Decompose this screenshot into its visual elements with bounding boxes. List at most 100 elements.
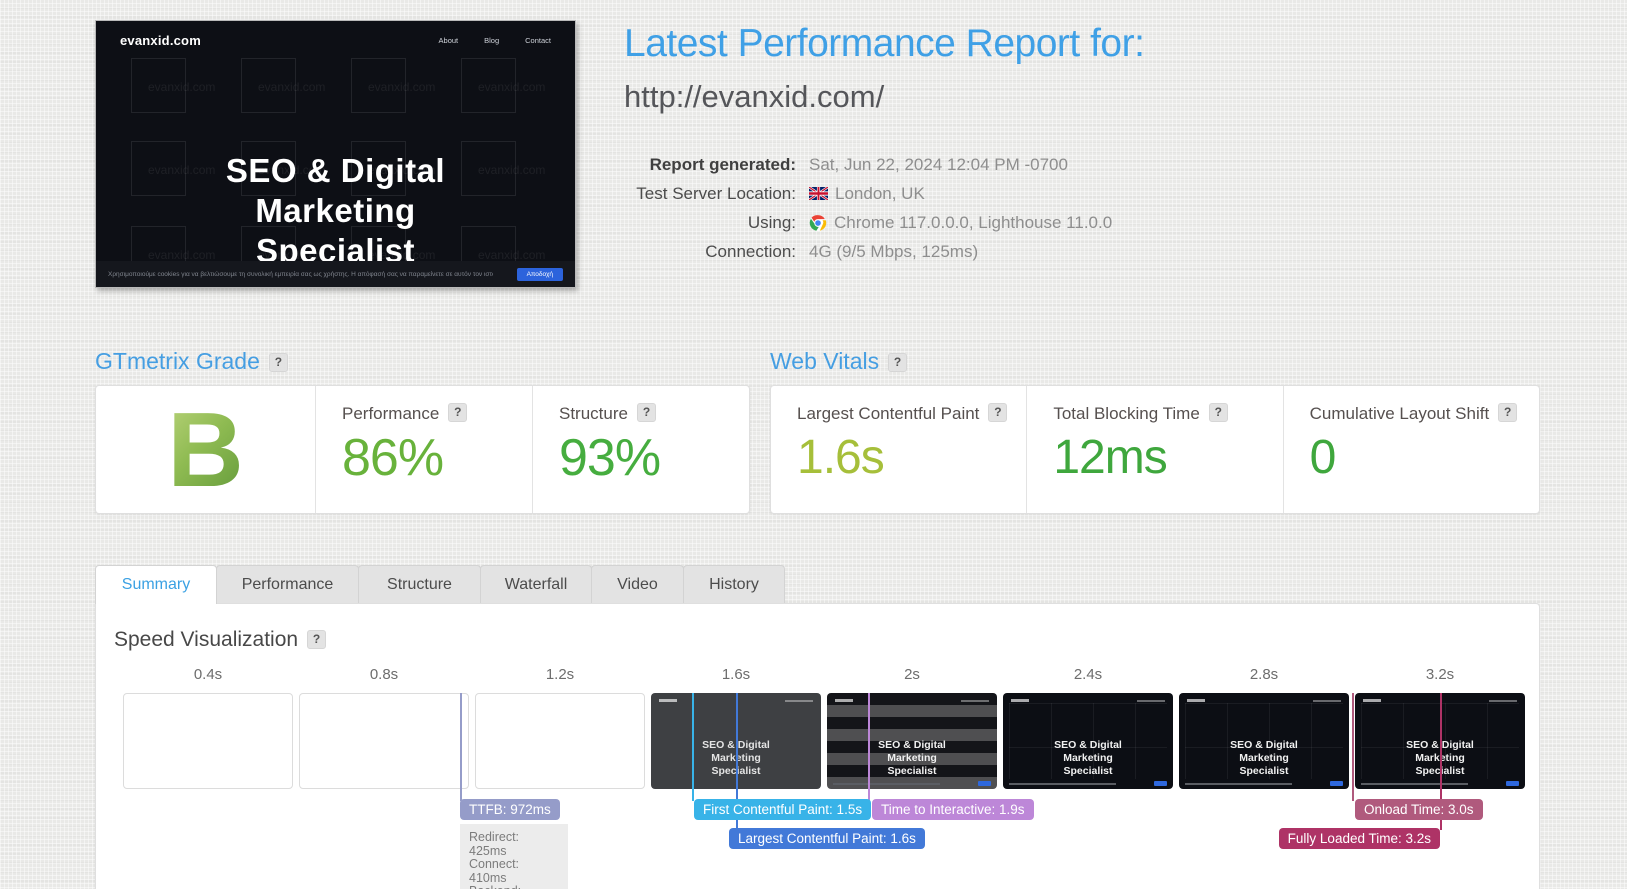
ttfb-marker-line [460,693,462,801]
tbt-value: 12ms [1053,431,1167,484]
watermark: evanxid.com [351,58,435,113]
lcp-badge: Largest Contentful Paint: 1.6s [729,828,925,849]
help-icon[interactable]: ? [448,403,468,422]
uk-flag-icon [809,187,828,200]
mini-cookie-bar [833,781,991,786]
report-generated-value: Sat, Jun 22, 2024 12:04 PM -0700 [809,154,1068,174]
tab-performance[interactable]: Performance [216,565,359,603]
ttfb-breakdown: Redirect: 425ms Connect: 410ms Backend: … [460,824,568,889]
tab-video[interactable]: Video [591,565,684,603]
preview-site-logo: evanxid.com [120,33,201,48]
time-tick: 2.8s [1249,666,1279,683]
performance-value: 86% [342,429,444,487]
time-tick: 1.2s [545,666,575,683]
filmstrip-frame-6: SEO & Digital Marketing Specialist [1003,693,1173,789]
lcp-label: Largest Contentful Paint? [797,403,1026,424]
mini-cookie-bar [1185,781,1343,786]
preview-nav-blog: Blog [484,36,500,45]
watermark: evanxid.com [131,58,215,113]
fully-loaded-marker-line [1440,693,1442,830]
filmstrip-frame-2 [299,693,469,789]
tti-badge: Time to Interactive: 1.9s [872,799,1034,820]
cls-value: 0 [1309,431,1337,484]
server-location-label: Test Server Location: [636,183,796,203]
report-info: Report generated: Sat, Jun 22, 2024 12:0… [624,150,1184,266]
mini-site-header [1011,699,1165,702]
mini-site-header [835,699,989,702]
structure-label: Structure? [559,403,749,424]
tbt-label: Total Blocking Time? [1053,403,1282,424]
tab-structure[interactable]: Structure [358,565,481,603]
preview-cookie-bar: Χρησιμοποιούμε cookies για να βελτιώσουμ… [96,261,575,287]
preview-nav-about: About [438,36,459,45]
onload-marker-line [1352,693,1354,801]
performance-metric: Performance? 86% [315,386,532,513]
fcp-marker-line [692,693,694,801]
help-icon[interactable]: ? [1208,403,1228,422]
connection-value: 4G (9/5 Mbps, 125ms) [809,241,979,261]
ttfb-connect: Connect: 410ms [469,857,520,885]
mini-site-header [1363,699,1517,702]
time-tick: 1.6s [721,666,751,683]
preview-nav-contact: Contact [525,36,551,45]
filmstrip-frame-1 [123,693,293,789]
time-tick: 2.4s [1073,666,1103,683]
report-generated-label: Report generated: [649,154,796,174]
server-location-value: London, UK [809,184,925,204]
fcp-badge: First Contentful Paint: 1.5s [694,799,872,820]
chrome-icon [809,214,827,231]
report-url: http://evanxid.com/ [624,79,885,114]
help-icon[interactable]: ? [1498,403,1518,422]
site-screenshot-preview: evanxid.com About Blog Contact evanxid.c… [95,20,576,288]
grade-letter-cell: B [96,386,315,513]
browser-row: Using: Chrome 117.0.0.0, Lighthouse 11.0… [624,208,1184,237]
mini-cookie-bar [1009,781,1167,786]
web-vitals-card: Largest Contentful Paint? 1.6s Total Blo… [770,385,1540,514]
preview-cookie-text: Χρησιμοποιούμε cookies για να βελτιώσουμ… [108,270,493,278]
tti-marker-line [868,693,870,801]
page-title: Latest Performance Report for: [624,22,1145,65]
watermark: evanxid.com [131,141,215,196]
help-icon[interactable]: ? [636,403,656,422]
watermark: evanxid.com [461,141,545,196]
time-tick: 3.2s [1425,666,1455,683]
browser-value: Chrome 117.0.0.0, Lighthouse 11.0.0 [809,213,1112,233]
tbt-metric: Total Blocking Time? 12ms [1026,386,1282,513]
cls-label: Cumulative Layout Shift? [1310,403,1539,424]
preview-site-header: evanxid.com About Blog Contact [120,33,551,48]
filmstrip-frame-5: SEO & Digital Marketing Specialist [827,693,997,789]
help-icon[interactable]: ? [268,353,288,372]
server-location-row: Test Server Location: London, UK [624,179,1184,208]
tab-summary[interactable]: Summary [95,565,217,604]
browser-label: Using: [747,212,796,232]
help-icon[interactable]: ? [888,353,908,372]
watermark: evanxid.com [461,58,545,113]
gtmetrix-grade-card: B Performance? 86% Structure? 93% [95,385,750,514]
filmstrip-frame-7: SEO & Digital Marketing Specialist [1179,693,1349,789]
time-tick: 0.4s [193,666,223,683]
report-generated-row: Report generated: Sat, Jun 22, 2024 12:0… [624,150,1184,179]
performance-label: Performance? [342,403,532,424]
onload-badge: Onload Time: 3.0s [1355,799,1483,820]
preview-cookie-accept-button: Αποδοχή [516,267,563,281]
tab-waterfall[interactable]: Waterfall [480,565,592,603]
connection-row: Connection: 4G (9/5 Mbps, 125ms) [624,237,1184,266]
watermark: evanxid.com [241,58,325,113]
summary-panel: Speed Visualization? 0.4s 0.8s 1.2s 1.6s… [95,603,1540,889]
cls-metric: Cumulative Layout Shift? 0 [1282,386,1539,513]
ttfb-backend: Backend: 137ms [469,884,559,889]
gtmetrix-grade-heading: GTmetrix Grade? [95,348,288,375]
help-icon[interactable]: ? [307,630,327,649]
ttfb-badge: TTFB: 972ms [460,799,560,820]
lcp-marker-line [736,693,738,830]
mini-cookie-bar [1361,781,1519,786]
watermark: evanxid.com [351,141,435,196]
tab-history[interactable]: History [683,565,785,603]
speed-visualization-heading: Speed Visualization? [114,628,327,652]
lcp-value: 1.6s [797,431,885,484]
time-tick: 2s [904,666,920,683]
help-icon[interactable]: ? [988,403,1008,422]
